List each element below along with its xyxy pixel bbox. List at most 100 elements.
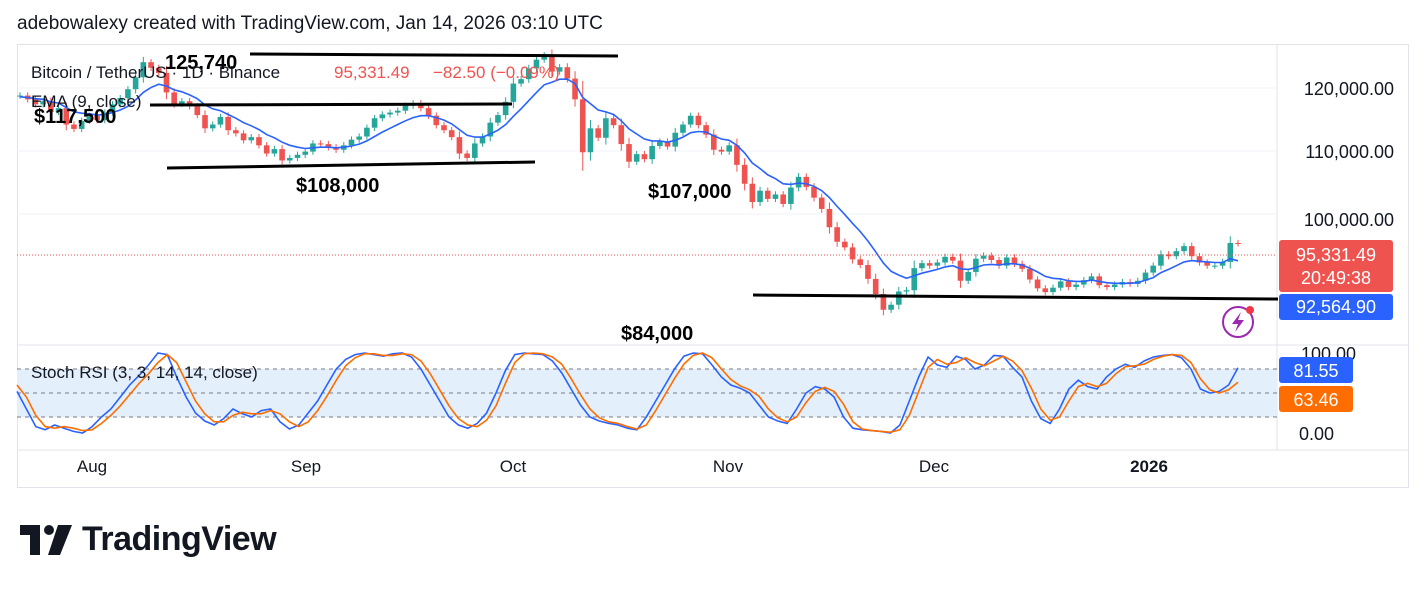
candle-body bbox=[63, 108, 70, 125]
candle-body bbox=[757, 190, 763, 203]
candle bbox=[1011, 254, 1018, 267]
candle-body bbox=[1073, 284, 1079, 288]
candle-body bbox=[1227, 242, 1234, 262]
candle-body bbox=[472, 143, 478, 158]
lightning-icon[interactable] bbox=[1222, 306, 1254, 338]
candle bbox=[1019, 260, 1025, 272]
chart-canvas[interactable]: 125,740 $117,500 $108,000 $107,000 $84,0… bbox=[0, 0, 1427, 500]
legend-stoch[interactable]: Stoch RSI (3, 3, 14, 14, close) bbox=[31, 363, 258, 382]
candle bbox=[603, 111, 609, 145]
trend-lines[interactable] bbox=[149, 52, 1279, 301]
candle bbox=[919, 259, 925, 272]
candle bbox=[209, 121, 216, 132]
candle-body bbox=[664, 141, 671, 147]
candle-body bbox=[803, 176, 810, 187]
candle-body bbox=[78, 120, 85, 129]
candle-body bbox=[633, 154, 640, 162]
candle bbox=[379, 111, 386, 122]
candle-body bbox=[518, 79, 524, 84]
candle-body bbox=[1235, 242, 1241, 244]
candle-body bbox=[287, 157, 293, 161]
candle bbox=[980, 252, 987, 262]
candle-body bbox=[703, 125, 709, 135]
candle bbox=[78, 117, 85, 133]
candle-body bbox=[1219, 261, 1226, 266]
candle-body bbox=[718, 149, 725, 152]
candle bbox=[618, 118, 625, 151]
candle-body bbox=[587, 128, 594, 153]
countdown-badge-value: 20:49:38 bbox=[1301, 268, 1371, 288]
candle bbox=[1219, 258, 1226, 269]
legend-change: −82.50 (−0.09%) bbox=[433, 63, 560, 82]
candle-body bbox=[541, 55, 548, 60]
candle bbox=[1158, 250, 1164, 270]
time-tick-oct: Oct bbox=[500, 457, 527, 476]
candle-body bbox=[734, 145, 740, 165]
candle-body bbox=[903, 290, 910, 292]
candle bbox=[849, 243, 856, 264]
candle-body bbox=[842, 241, 848, 248]
candle-body bbox=[618, 125, 625, 145]
last-price-badge bbox=[1279, 240, 1393, 292]
annotation-84000: $84,000 bbox=[621, 323, 693, 345]
candle bbox=[48, 97, 54, 116]
candle-body bbox=[1034, 279, 1041, 289]
candle-body bbox=[441, 125, 447, 131]
candle-body bbox=[464, 153, 470, 158]
candle-body bbox=[402, 105, 409, 111]
legend-ema[interactable]: EMA (9, close) bbox=[31, 92, 142, 111]
candle bbox=[487, 117, 494, 142]
candle-body bbox=[965, 271, 971, 281]
candle-body bbox=[371, 118, 378, 128]
candle bbox=[988, 252, 995, 264]
trendline-top[interactable] bbox=[249, 52, 619, 58]
candle bbox=[256, 133, 262, 149]
trendline-lower[interactable] bbox=[166, 160, 536, 170]
candle bbox=[441, 122, 447, 134]
candle bbox=[780, 191, 786, 208]
candle bbox=[240, 130, 247, 144]
candle-body bbox=[387, 112, 393, 115]
annotation-125740: 125,740 bbox=[165, 52, 237, 74]
candle bbox=[495, 111, 501, 126]
candle bbox=[302, 148, 309, 158]
candle-body bbox=[109, 104, 116, 113]
stoch-k-badge-value: 81.55 bbox=[1293, 361, 1338, 381]
candle-body bbox=[533, 59, 540, 69]
candle-body bbox=[973, 258, 979, 272]
candle bbox=[772, 191, 779, 203]
candle bbox=[533, 56, 540, 72]
candle bbox=[387, 109, 393, 118]
trendline-support[interactable] bbox=[752, 293, 1279, 301]
candle bbox=[834, 222, 840, 247]
candle-body bbox=[549, 55, 555, 72]
candle-body bbox=[934, 262, 941, 266]
trendline-upper[interactable] bbox=[149, 102, 513, 107]
legend-symbol[interactable]: Bitcoin / TetherUS · 1D · Binance bbox=[31, 63, 280, 82]
candle-body bbox=[240, 133, 247, 141]
candle bbox=[1042, 285, 1049, 296]
candle bbox=[371, 114, 378, 131]
candle bbox=[996, 256, 1002, 269]
candle bbox=[132, 73, 139, 94]
candle-body bbox=[680, 124, 686, 133]
stoch-k-badge bbox=[1279, 357, 1353, 383]
candle bbox=[1188, 242, 1195, 260]
candle bbox=[749, 177, 756, 209]
candle-body bbox=[1104, 285, 1110, 288]
candle-body bbox=[101, 112, 108, 121]
candle-body bbox=[456, 137, 463, 154]
candle-series bbox=[17, 49, 1241, 316]
candle bbox=[1181, 242, 1187, 255]
candle-body bbox=[487, 122, 494, 137]
ema-line bbox=[19, 78, 1239, 285]
candle-body bbox=[317, 143, 324, 145]
candle bbox=[826, 202, 833, 234]
candle bbox=[803, 173, 810, 191]
candle-body bbox=[1142, 272, 1149, 281]
tradingview-logo[interactable]: TradingView bbox=[20, 520, 277, 559]
candle bbox=[364, 124, 370, 140]
candle-body bbox=[1196, 256, 1203, 263]
candle-body bbox=[48, 101, 54, 112]
candle bbox=[949, 253, 956, 264]
